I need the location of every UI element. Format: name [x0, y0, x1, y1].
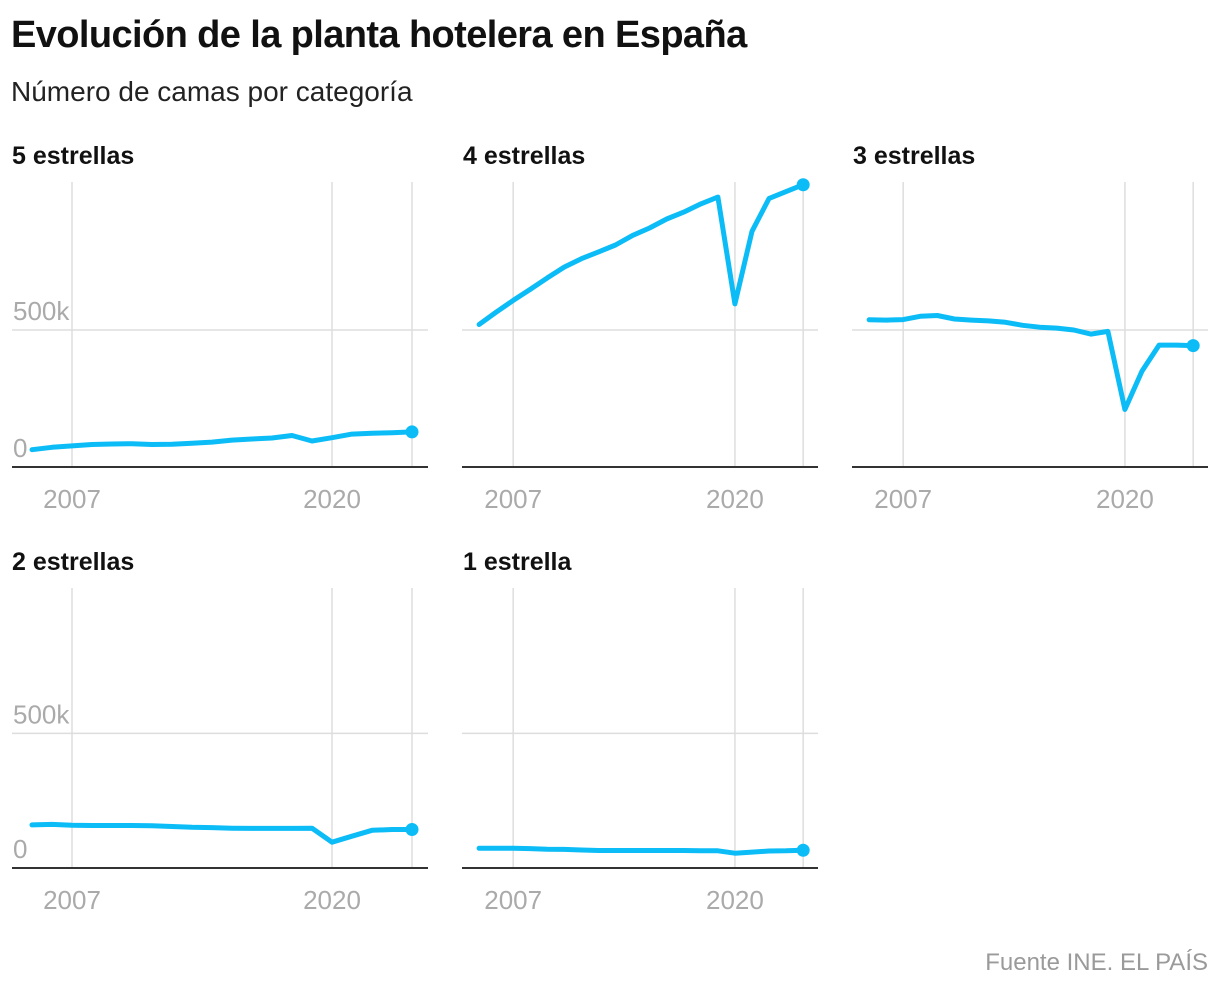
- chart-panel-3: 0 500k 2007 2020: [12, 588, 428, 915]
- page-title: Evolución de la planta hotelera en Españ…: [11, 14, 747, 56]
- source-note: Fuente INE. EL PAÍS: [985, 949, 1208, 976]
- chart-panel-2: 2007 2020: [852, 182, 1208, 514]
- panel-title-1-estrella: 1 estrella: [463, 548, 572, 576]
- x-tick-label: 2007: [484, 885, 542, 915]
- series-end-point: [405, 425, 419, 439]
- series-end-point: [796, 843, 810, 857]
- y-tick-label: 0: [13, 834, 27, 864]
- series-line: [476, 182, 806, 327]
- panel-title-2-estrellas: 2 estrellas: [12, 548, 135, 576]
- page-subtitle: Número de camas por categoría: [11, 76, 413, 107]
- series-end-point: [1186, 339, 1200, 353]
- chart-panel-0: 0 500k 2007 2020: [12, 182, 428, 514]
- series-line: [29, 821, 415, 845]
- x-tick-label: 2007: [874, 484, 932, 514]
- series-line: [476, 845, 806, 856]
- series-line: [866, 313, 1196, 412]
- chart-panel-1: 2007 2020: [462, 178, 818, 514]
- y-tick-label: 500k: [13, 699, 70, 729]
- panel-title-5-estrellas: 5 estrellas: [12, 142, 135, 170]
- y-tick-label: 0: [13, 433, 27, 463]
- x-tick-label: 2020: [303, 484, 361, 514]
- x-tick-label: 2020: [706, 885, 764, 915]
- x-tick-label: 2020: [303, 885, 361, 915]
- x-tick-label: 2020: [706, 484, 764, 514]
- panel-title-4-estrellas: 4 estrellas: [463, 142, 586, 170]
- x-tick-label: 2007: [484, 484, 542, 514]
- series-line: [29, 429, 415, 453]
- chart-panel-4: 2007 2020: [462, 588, 818, 915]
- x-tick-label: 2007: [43, 484, 101, 514]
- x-tick-label: 2020: [1096, 484, 1154, 514]
- series-end-point: [405, 823, 419, 836]
- series-end-point: [796, 178, 810, 192]
- panel-title-3-estrellas: 3 estrellas: [853, 142, 976, 170]
- y-tick-label: 500k: [13, 296, 70, 326]
- x-tick-label: 2007: [43, 885, 101, 915]
